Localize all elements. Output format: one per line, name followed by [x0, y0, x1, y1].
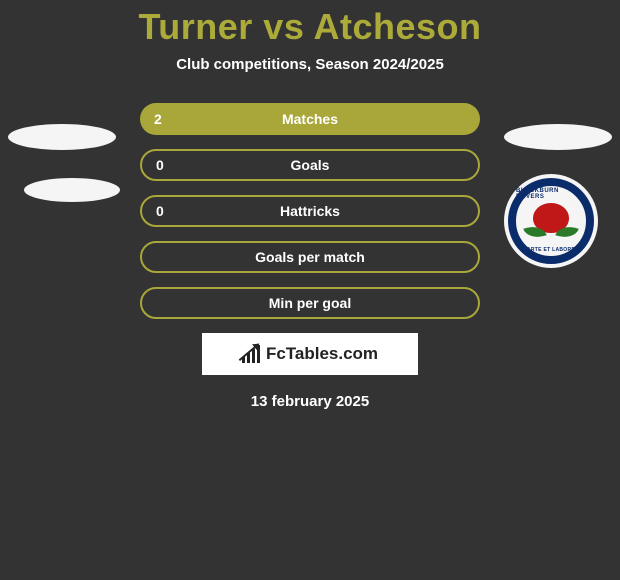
stat-label: Matches	[282, 111, 338, 127]
stat-left-value: 0	[156, 203, 164, 219]
brand-logo: FcTables.com	[202, 333, 418, 375]
bar-chart-icon	[242, 345, 260, 363]
stat-rows: 2 Matches 0 Goals 0 Hattricks Goals per match M…	[140, 103, 480, 319]
brand-text: FcTables.com	[266, 344, 378, 364]
player1-name: Turner	[138, 6, 252, 47]
stat-row: 0 Goals	[140, 149, 480, 181]
page-title: Turner vs Atcheson	[0, 6, 620, 48]
player1-club-placeholder	[24, 178, 120, 202]
stat-row: Goals per match	[140, 241, 480, 273]
stat-row: Min per goal	[140, 287, 480, 319]
stat-row: 0 Hattricks	[140, 195, 480, 227]
badge-top-text: BLACKBURN ROVERS	[516, 188, 586, 200]
subtitle: Club competitions, Season 2024/2025	[0, 56, 620, 73]
player2-club-badge: BLACKBURN ROVERS ARTE ET LABORE	[504, 174, 598, 268]
player1-photo-placeholder	[8, 124, 116, 150]
vs-text: vs	[263, 6, 304, 47]
stat-left-value: 0	[156, 157, 164, 173]
badge-bottom-text: ARTE ET LABORE	[527, 247, 575, 253]
stat-row: 2 Matches	[140, 103, 480, 135]
rose-icon	[533, 203, 569, 233]
stat-label: Hattricks	[280, 203, 340, 219]
stat-label: Goals	[291, 157, 330, 173]
stat-left-value: 2	[154, 111, 162, 127]
stat-label: Goals per match	[255, 249, 365, 265]
player2-photo-placeholder	[504, 124, 612, 150]
date-text: 13 february 2025	[0, 393, 620, 410]
player2-name: Atcheson	[314, 6, 482, 47]
stat-label: Min per goal	[269, 295, 351, 311]
